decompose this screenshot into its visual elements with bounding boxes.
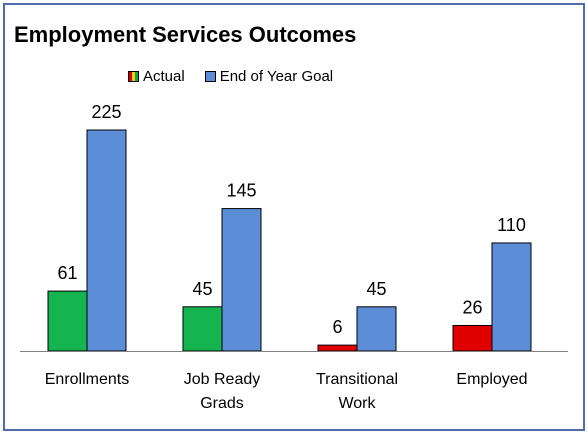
data-label-goal-3: 110 bbox=[497, 215, 526, 235]
category-label-1-line-1: Grads bbox=[200, 395, 244, 412]
data-label-goal-2: 45 bbox=[366, 279, 386, 299]
legend-label-actual: Actual bbox=[143, 68, 185, 85]
bar-actual-0 bbox=[47, 290, 88, 352]
chart-title: Employment Services Outcomes bbox=[14, 22, 357, 47]
bar-goal-2 bbox=[356, 306, 397, 352]
category-label-3: Employed bbox=[456, 371, 527, 388]
data-label-goal-0: 225 bbox=[91, 102, 121, 122]
data-label-goal-1: 145 bbox=[226, 181, 256, 201]
legend-label-goal: End of Year Goal bbox=[219, 68, 334, 85]
legend-swatch-goal bbox=[204, 71, 216, 82]
category-label-1-line-0: Job Ready bbox=[184, 371, 261, 388]
bar-actual-3 bbox=[452, 324, 493, 352]
category-label-2-line-0: Transitional bbox=[316, 371, 398, 388]
chart-legend: Actual End of Year Goal bbox=[128, 68, 353, 85]
data-label-actual-2: 6 bbox=[332, 317, 342, 337]
category-label-2-line-1: Work bbox=[338, 395, 376, 412]
data-label-actual-0: 61 bbox=[57, 263, 77, 283]
category-label-0: Enrollments bbox=[45, 371, 129, 388]
legend-item-goal: End of Year Goal bbox=[204, 68, 334, 85]
data-label-actual-3: 26 bbox=[462, 297, 482, 317]
bar-goal-0 bbox=[86, 129, 127, 352]
bar-actual-1 bbox=[182, 306, 223, 352]
data-label-actual-1: 45 bbox=[192, 279, 212, 299]
bar-goal-1 bbox=[221, 208, 262, 352]
legend-item-actual: Actual bbox=[128, 68, 185, 85]
bar-goal-3 bbox=[491, 242, 532, 352]
legend-swatch-actual bbox=[128, 71, 139, 82]
bar-actual-2 bbox=[317, 344, 358, 352]
